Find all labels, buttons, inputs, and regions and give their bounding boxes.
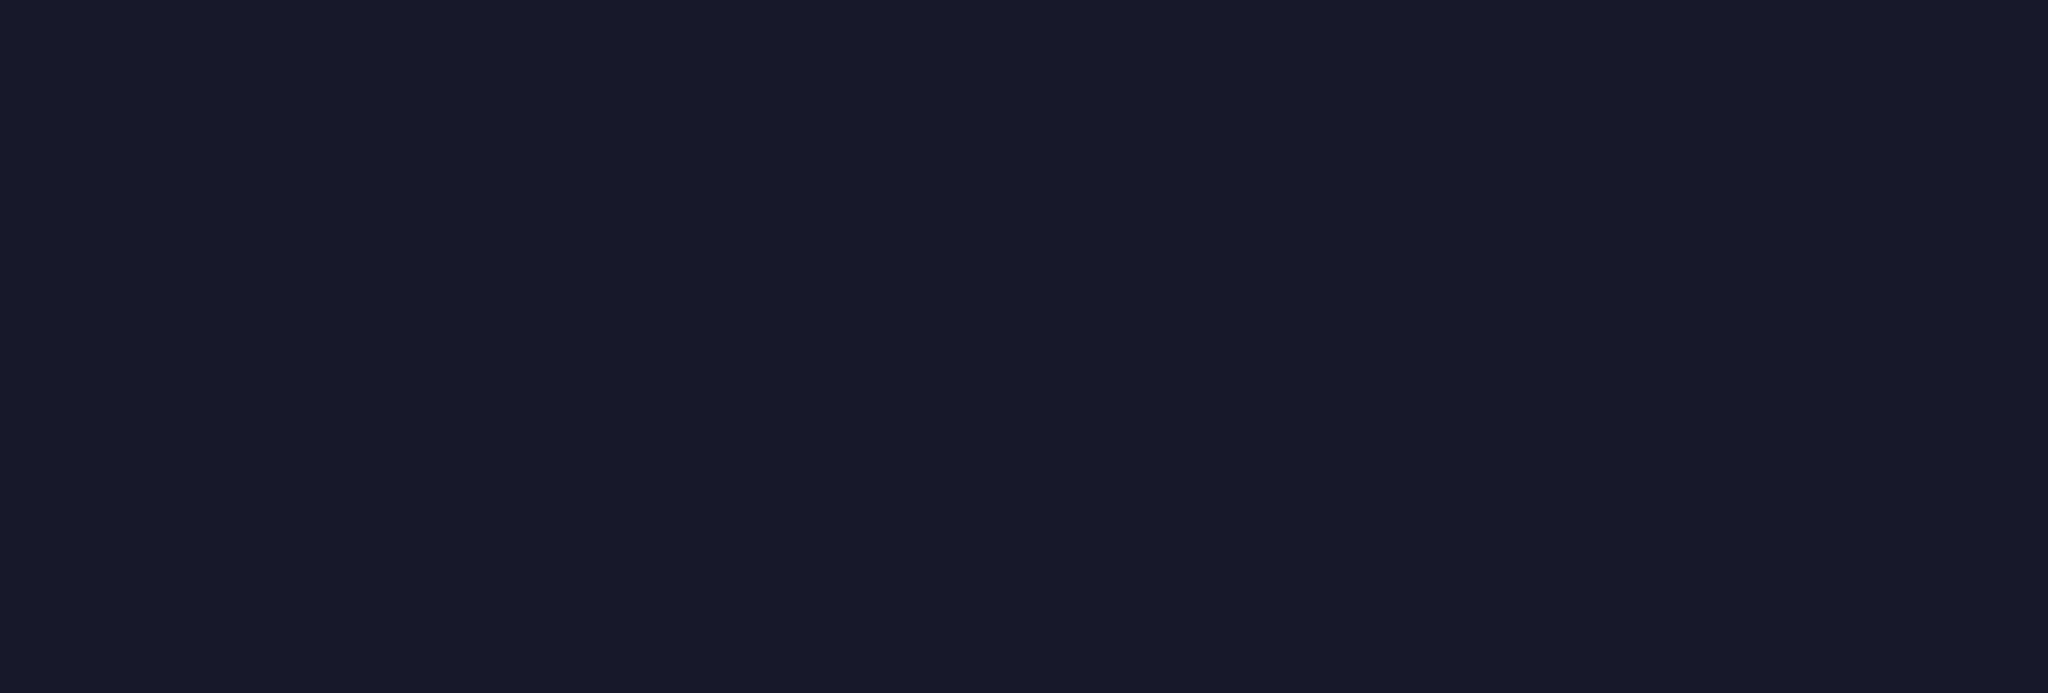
legend	[0, 649, 2048, 693]
chart-canvas[interactable]	[0, 0, 2048, 649]
